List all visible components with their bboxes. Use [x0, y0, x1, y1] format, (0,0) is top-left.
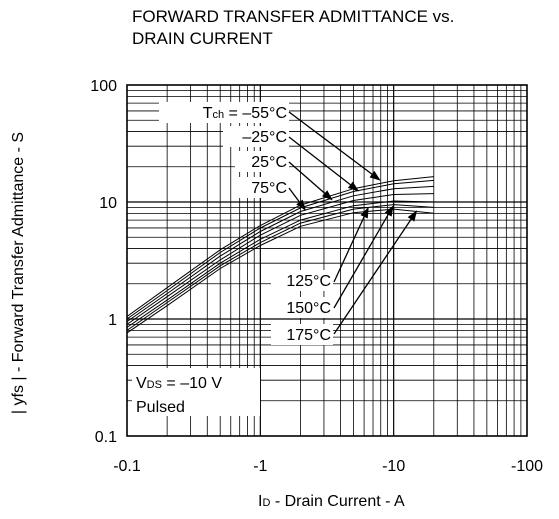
svg-text:75°C: 75°C [251, 180, 287, 197]
annotations: Tch = –55°C –25°C 25°C 75°C 125°C 150°C 175°C V… [132, 102, 418, 416]
chart-title-line2: DRAIN CURRENT [132, 29, 273, 48]
tick-labels: -0.1 -1 -10 -100 0.1 1 10 100 [90, 78, 543, 475]
svg-text:25°C: 25°C [251, 154, 287, 171]
y-tick-label: 10 [99, 195, 117, 212]
series-line [126, 185, 434, 323]
svg-text:–25°C: –25°C [242, 129, 287, 146]
chart-title-line1: FORWARD TRANSFER ADMITTANCE vs. [132, 7, 455, 26]
series-label: 125°C [271, 270, 333, 291]
label-arrow [288, 111, 381, 181]
label-arrow [333, 206, 369, 283]
label-arrow [288, 187, 306, 211]
label-arrow [288, 161, 333, 201]
plot-frame [126, 84, 528, 437]
svg-text:175°C: 175°C [286, 327, 331, 344]
x-tick-label: -10 [382, 458, 405, 475]
series-line [126, 179, 434, 320]
label-arrow [288, 136, 360, 192]
series-label: 150°C [271, 297, 333, 318]
series-label: 75°C [235, 177, 289, 198]
series-line [126, 200, 434, 328]
series-label: 25°C [235, 151, 289, 172]
y-tick-label: 100 [90, 78, 117, 95]
y-tick-label: 0.1 [95, 429, 117, 446]
x-tick-label: -0.1 [113, 458, 141, 475]
svg-text:150°C: 150°C [286, 300, 331, 317]
x-axis-label: ID - Drain Current - A [258, 493, 405, 510]
series-label: 175°C [271, 324, 333, 345]
label-arrow [333, 210, 418, 335]
series-label: –25°C [223, 126, 289, 147]
label-arrow [333, 205, 394, 309]
x-tick-label: -100 [511, 458, 543, 475]
svg-text:VDS = –10 V: VDS = –10 V [136, 375, 222, 392]
curves [126, 176, 434, 334]
series-line [126, 208, 434, 334]
series-line [126, 193, 434, 325]
series-line [126, 176, 434, 317]
y-tick-label: 1 [108, 312, 117, 329]
svg-text:125°C: 125°C [286, 273, 331, 290]
svg-text:Pulsed: Pulsed [136, 399, 185, 416]
x-tick-label: -1 [253, 458, 267, 475]
svg-text:Tch = –55°C: Tch = –55°C [203, 105, 287, 122]
test-condition: VDS = –10 V Pulsed [132, 368, 260, 416]
series-label: Tch = –55°C [159, 102, 289, 123]
series-line [126, 204, 434, 331]
